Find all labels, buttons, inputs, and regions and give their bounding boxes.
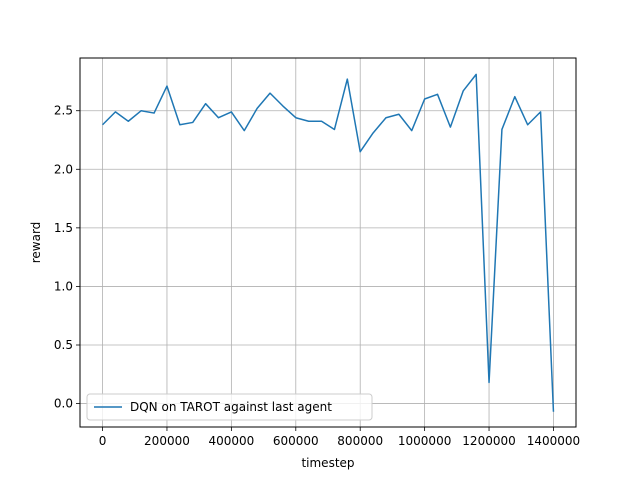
series-line (102, 73, 555, 412)
x-tick-label: 800000 (337, 434, 383, 448)
legend: DQN on TAROT against last agent (86, 393, 373, 421)
y-axis-label: reward (29, 222, 43, 264)
x-tick-label: 400000 (208, 434, 254, 448)
y-tick-label: 2.5 (54, 104, 73, 118)
x-tick-label: 1400000 (527, 434, 580, 448)
y-tick-label: 1.0 (54, 279, 73, 293)
series-lines (102, 73, 555, 412)
plot-area (80, 58, 576, 427)
y-tick-label: 0.5 (54, 338, 73, 352)
x-tick-label: 1200000 (462, 434, 515, 448)
x-tick-label: 200000 (144, 434, 190, 448)
x-axis-label: timestep (301, 456, 354, 470)
y-tick-label: 0.0 (54, 397, 73, 411)
y-axis-ticks: 0.0 0.5 1.0 1.5 2.0 2.5 (54, 104, 80, 411)
x-tick-label: 1000000 (398, 434, 451, 448)
x-tick-label: 600000 (273, 434, 319, 448)
y-tick-label: 2.0 (54, 162, 73, 176)
x-tick-label: 0 (99, 434, 107, 448)
y-tick-label: 1.5 (54, 221, 73, 235)
x-axis-ticks: 0 200000 400000 600000 800000 1000000 1200000 1… (99, 427, 580, 448)
legend-label: DQN on TAROT against last agent (130, 400, 332, 414)
plot-frame (79, 57, 577, 428)
legend-box (86, 393, 373, 421)
